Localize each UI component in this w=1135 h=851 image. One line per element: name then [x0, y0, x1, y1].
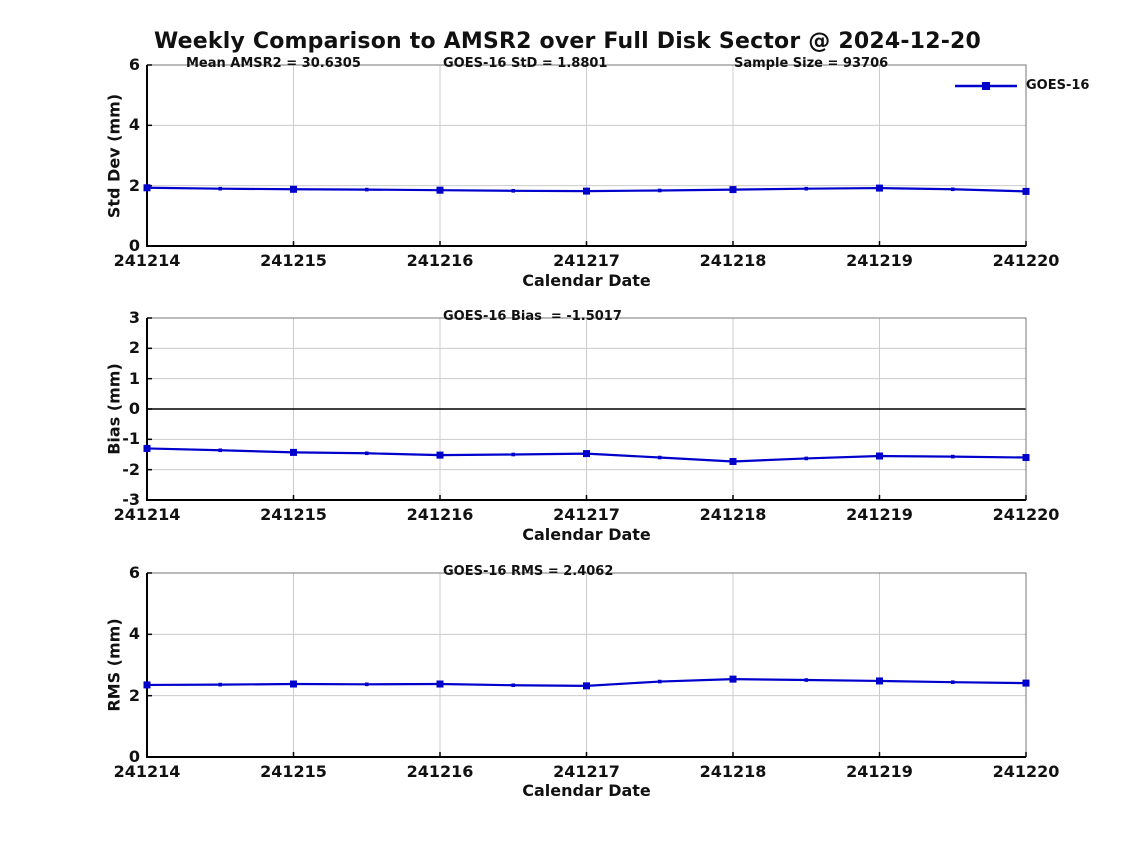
- data-marker: [364, 187, 369, 192]
- x-tick-label: 241219: [846, 251, 913, 270]
- data-marker: [583, 682, 590, 690]
- data-marker: [804, 186, 809, 191]
- annotation-goes16-bias: GOES-16 Bias = -1.5017: [443, 309, 622, 324]
- x-tick-label: 241216: [406, 762, 474, 781]
- x-tick-label: 241220: [992, 505, 1060, 524]
- x-tick-label: 241219: [846, 505, 913, 524]
- y-tick-label: 0: [128, 399, 140, 418]
- data-marker: [364, 451, 369, 456]
- data-marker: [511, 188, 516, 193]
- data-marker: [876, 184, 883, 192]
- x-tick-label: 241220: [992, 251, 1060, 270]
- y-tick-label: 2: [128, 685, 140, 705]
- page-title: Weekly Comparison to AMSR2 over Full Dis…: [153, 29, 982, 54]
- legend-line-icon: [955, 81, 1017, 90]
- x-axis-label-1: Calendar Date: [522, 271, 651, 290]
- y-axis-label-stddev: Std Dev (mm): [104, 93, 124, 219]
- data-marker: [729, 675, 737, 683]
- annotation-goes16-rms: GOES-16 RMS = 2.4062: [443, 564, 614, 579]
- data-marker: [436, 186, 444, 194]
- data-marker: [1022, 454, 1030, 462]
- y-tick-label: 3: [128, 308, 140, 327]
- y-tick-label: 6: [128, 55, 140, 74]
- x-tick-label: 241216: [406, 251, 474, 270]
- data-marker: [729, 186, 737, 194]
- x-tick-label: 241219: [846, 762, 913, 781]
- data-marker: [436, 680, 444, 688]
- data-marker: [583, 450, 590, 458]
- data-marker: [729, 457, 737, 465]
- x-tick-label: 241218: [699, 251, 767, 270]
- data-marker: [290, 448, 297, 456]
- x-tick-label: 241215: [260, 505, 327, 524]
- x-tick-label: 241220: [992, 762, 1060, 781]
- data-marker: [143, 681, 151, 689]
- data-marker: [950, 454, 955, 459]
- x-tick-label: 241216: [406, 505, 474, 524]
- data-marker: [950, 680, 955, 684]
- data-marker: [511, 683, 516, 688]
- data-marker: [143, 184, 151, 192]
- x-axis-label-3: Calendar Date: [522, 781, 651, 800]
- x-tick-label: 241217: [553, 505, 620, 524]
- y-tick-label: 6: [128, 563, 140, 582]
- x-tick-label: 241214: [113, 505, 181, 524]
- data-marker: [950, 187, 955, 192]
- data-marker: [657, 188, 662, 193]
- x-tick-label: 241214: [113, 251, 181, 270]
- y-tick-label: 1: [128, 368, 140, 388]
- annotation-sample-size: Sample Size = 93706: [734, 56, 889, 71]
- y-tick-label: 2: [128, 175, 140, 195]
- data-marker: [583, 187, 590, 195]
- x-tick-label: 241214: [113, 762, 181, 781]
- y-tick-label: 0: [128, 236, 140, 255]
- data-marker: [218, 186, 223, 191]
- y-tick-label: 4: [128, 624, 140, 644]
- data-marker: [290, 185, 297, 193]
- y-tick-label: -1: [122, 429, 140, 449]
- data-marker: [876, 677, 883, 685]
- data-marker: [218, 682, 223, 687]
- data-marker: [218, 448, 223, 453]
- annotation-mean-amsr2: Mean AMSR2 = 30.6305: [186, 56, 361, 71]
- data-marker: [436, 451, 444, 459]
- x-tick-label: 241217: [553, 762, 620, 781]
- y-tick-label: -3: [122, 490, 140, 509]
- annotation-goes16-std: GOES-16 StD = 1.8801: [443, 56, 608, 71]
- data-marker: [290, 680, 297, 688]
- y-tick-label: 2: [128, 338, 140, 358]
- x-tick-label: 241217: [553, 251, 620, 270]
- x-axis-label-2: Calendar Date: [522, 525, 651, 544]
- data-marker: [511, 452, 516, 457]
- y-tick-label: 4: [128, 115, 140, 135]
- x-tick-label: 241215: [260, 251, 327, 270]
- data-marker: [364, 682, 369, 687]
- data-marker: [657, 679, 662, 684]
- data-marker: [1022, 187, 1030, 195]
- legend: GOES-16: [955, 78, 1089, 93]
- data-marker: [657, 455, 662, 460]
- x-tick-label: 241218: [699, 762, 767, 781]
- legend-label-goes16: GOES-16: [1026, 78, 1090, 93]
- data-marker: [143, 444, 151, 452]
- y-tick-label: 0: [128, 747, 140, 766]
- data-marker: [804, 678, 809, 682]
- data-marker: [876, 452, 883, 460]
- y-tick-label: -2: [122, 459, 140, 479]
- x-tick-label: 241215: [260, 762, 327, 781]
- data-marker: [1022, 679, 1030, 687]
- data-marker: [804, 456, 809, 461]
- x-tick-label: 241218: [699, 505, 767, 524]
